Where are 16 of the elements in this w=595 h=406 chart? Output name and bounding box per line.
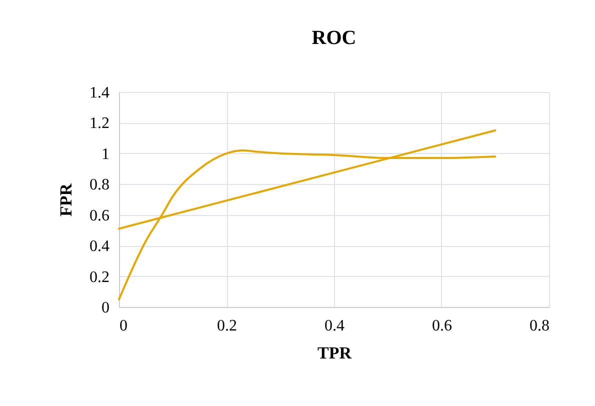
x-tick-label: 0.8	[530, 318, 550, 334]
y-tick-label: 0.6	[90, 207, 110, 224]
y-tick-label: 0.2	[90, 268, 110, 286]
y-tick-label: 1	[102, 146, 110, 163]
y-tick-label: 1.2	[90, 115, 110, 132]
y-tick-label: 1.4	[90, 84, 110, 102]
y-tick-label: 0.4	[90, 238, 110, 256]
y-axis-title: FPR	[56, 182, 76, 217]
x-tick-label: 0.6	[432, 318, 452, 334]
x-tick-label: 0.2	[217, 318, 237, 334]
y-tick-label: 0	[102, 300, 110, 316]
x-tick-label: 0.4	[324, 318, 344, 334]
x-axis-title: TPR	[318, 344, 352, 362]
y-tick-label: 0.8	[90, 176, 110, 194]
x-tick-label: 0	[120, 318, 128, 334]
chart-title: ROC	[312, 27, 356, 49]
